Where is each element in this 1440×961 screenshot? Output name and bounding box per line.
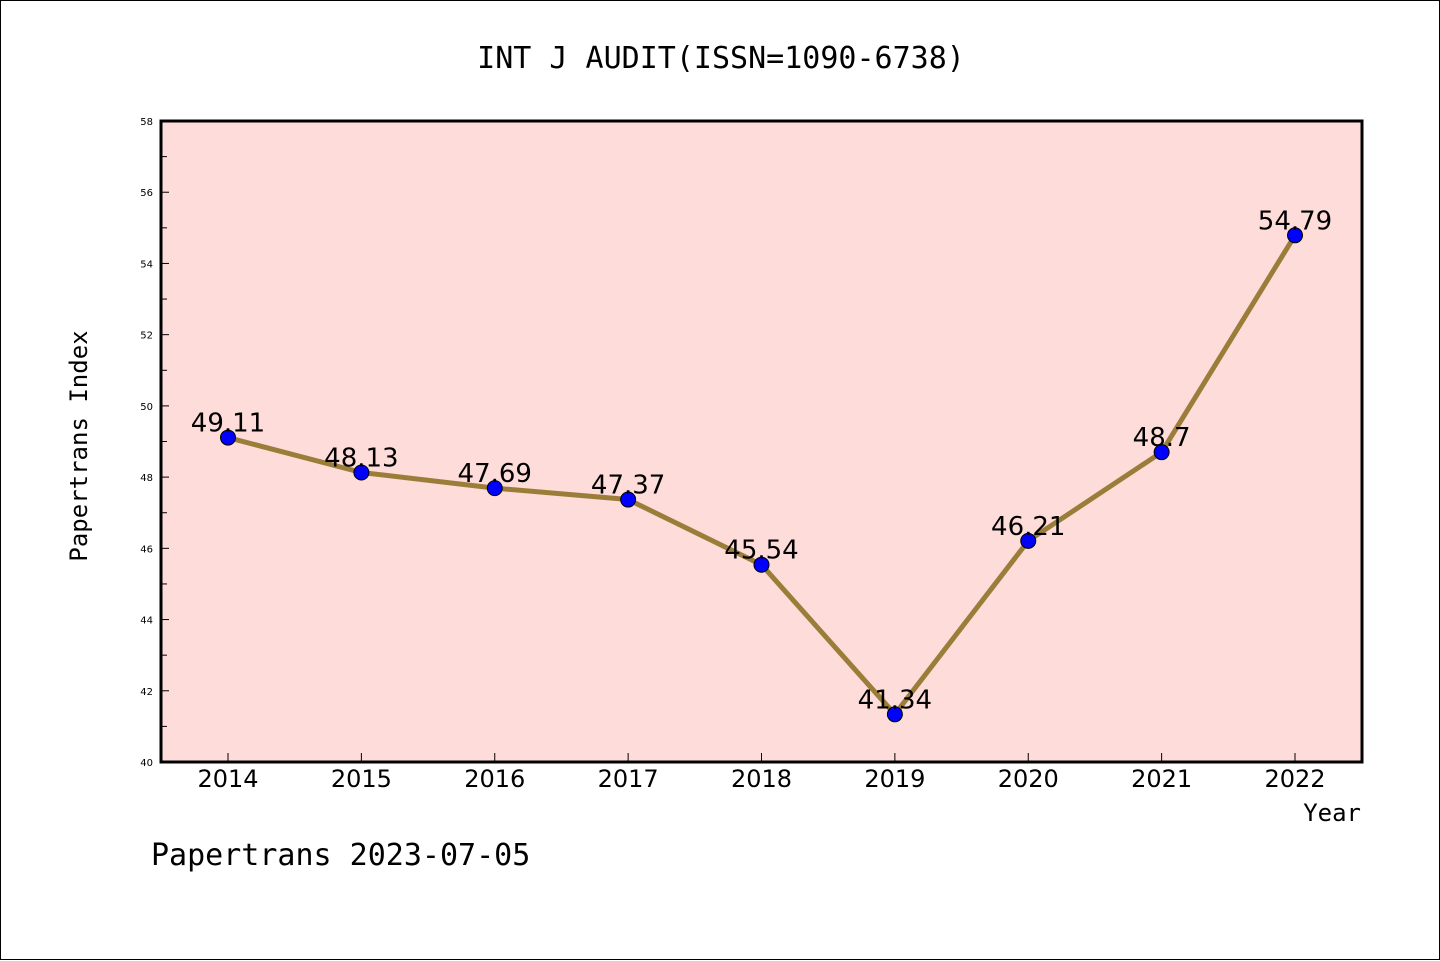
y-tick-label: 54: [140, 259, 153, 270]
data-point-label: 45.54: [724, 536, 798, 566]
data-point: [353, 464, 370, 481]
y-axis-title: Papertrans Index: [65, 330, 93, 561]
x-tick-label: 2021: [1131, 765, 1192, 793]
data-point-label: 54.79: [1258, 206, 1332, 236]
data-point-label: 46.21: [991, 512, 1065, 542]
data-point-label: 47.37: [591, 471, 665, 501]
x-tick-label: 2014: [197, 765, 258, 793]
data-point-label: 48.13: [324, 443, 398, 473]
data-point-label: 41.34: [858, 685, 932, 715]
data-point: [1287, 227, 1303, 244]
data-point: [753, 556, 770, 573]
x-axis-title: Year: [1303, 799, 1361, 827]
data-point: [486, 480, 503, 497]
data-labels: 49.11 48.13 47.69 47.37 45.54 41.34 46.21 48.7 5…: [191, 206, 1332, 715]
x-tick-label: 2016: [464, 765, 525, 793]
y-tick-label: 40: [140, 758, 153, 769]
y-tick-label: 58: [140, 117, 153, 128]
x-tick-label: 2020: [998, 765, 1059, 793]
y-tick-label: 48: [140, 473, 153, 484]
y-axis: 40 42 44 46 48 50 52 54 56 58: [140, 117, 169, 769]
y-tick-label: 46: [140, 544, 153, 555]
x-tick-label: 2022: [1264, 765, 1325, 793]
data-point: [620, 491, 637, 508]
y-tick-label: 42: [140, 687, 153, 698]
y-tick-label: 44: [140, 616, 153, 627]
footer-date-label: Papertrans 2023-07-05: [151, 838, 530, 873]
series-markers: [220, 227, 1303, 723]
data-point-label: 47.69: [458, 459, 532, 489]
x-tick-label: 2018: [731, 765, 792, 793]
x-tick-label: 2015: [331, 765, 392, 793]
y-tick-label: 52: [140, 331, 153, 342]
data-point: [220, 429, 236, 446]
plot-area: [159, 119, 1364, 764]
chart-title: INT J AUDIT(ISSN=1090-6738): [477, 41, 965, 76]
data-point-label: 48.7: [1133, 423, 1191, 453]
x-tick-label: 2017: [598, 765, 659, 793]
data-point: [1020, 532, 1037, 549]
data-point-label: 49.11: [191, 409, 265, 439]
data-point: [1153, 444, 1170, 461]
data-point: [886, 706, 903, 723]
x-tick-label: 2019: [864, 765, 925, 793]
x-axis: 2014 2015 2016 2017 2018 2019 2020 2021 2022: [197, 753, 1326, 793]
y-tick-label: 56: [140, 188, 153, 199]
y-tick-label: 50: [140, 402, 153, 413]
